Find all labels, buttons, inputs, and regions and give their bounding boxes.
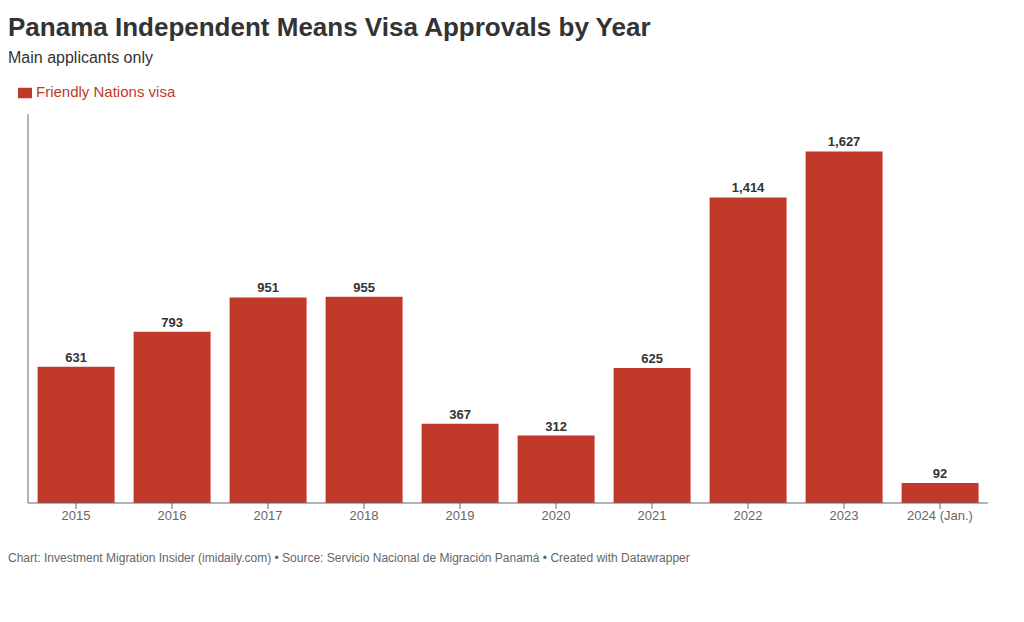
svg-text:2019: 2019 xyxy=(446,508,475,523)
svg-text:2016: 2016 xyxy=(158,508,187,523)
svg-text:2022: 2022 xyxy=(734,508,763,523)
svg-text:955: 955 xyxy=(353,280,375,295)
svg-text:1,627: 1,627 xyxy=(828,134,861,149)
svg-text:631: 631 xyxy=(65,350,87,365)
svg-text:92: 92 xyxy=(933,466,947,481)
svg-text:312: 312 xyxy=(545,419,567,434)
svg-text:2021: 2021 xyxy=(638,508,667,523)
svg-text:2023: 2023 xyxy=(830,508,859,523)
svg-text:625: 625 xyxy=(641,351,663,366)
html-text:Panama Independent Means Visa: Panama Independent Means Visa Approvals … xyxy=(8,12,651,42)
html-text:Main applicants only: Main applicants only xyxy=(8,49,153,66)
svg-text:793: 793 xyxy=(161,315,183,330)
svg-text:1,414: 1,414 xyxy=(732,180,765,195)
svg-text:951: 951 xyxy=(257,280,279,295)
svg-text:2018: 2018 xyxy=(350,508,379,523)
svg-text:2017: 2017 xyxy=(254,508,283,523)
html-text:Chart: Investment Migration In: Chart: Investment Migration Insider (imi… xyxy=(8,551,690,565)
svg-text:367: 367 xyxy=(449,407,471,422)
svg-text:2024 (Jan.): 2024 (Jan.) xyxy=(907,508,973,523)
html-text:Friendly Nations visa: Friendly Nations visa xyxy=(36,83,176,100)
svg-text:2020: 2020 xyxy=(542,508,571,523)
svg-text:2015: 2015 xyxy=(62,508,91,523)
